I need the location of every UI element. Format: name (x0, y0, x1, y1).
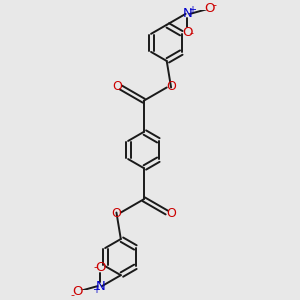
Text: O: O (72, 285, 83, 298)
Text: O: O (112, 80, 122, 93)
Text: N: N (182, 7, 192, 20)
Text: O: O (166, 207, 176, 220)
Text: -: - (190, 28, 194, 38)
Text: -: - (94, 262, 98, 272)
Text: +: + (188, 4, 196, 14)
Text: O: O (182, 26, 192, 39)
Text: -: - (213, 0, 217, 10)
Text: O: O (112, 207, 122, 220)
Text: +: + (92, 286, 100, 296)
Text: O: O (205, 2, 215, 15)
Text: -: - (71, 290, 75, 300)
Text: O: O (95, 261, 106, 274)
Text: O: O (166, 80, 176, 93)
Text: N: N (95, 280, 105, 293)
